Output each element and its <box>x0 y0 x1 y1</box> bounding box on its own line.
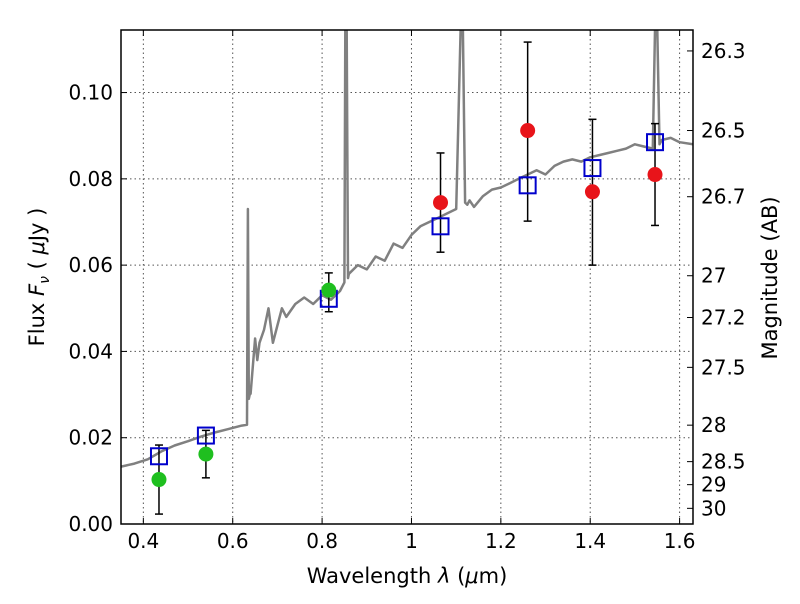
red-detection-point <box>520 123 536 139</box>
magnitude-tick-label: 26.7 <box>701 185 746 209</box>
x-tick-label: 1 <box>405 529 418 553</box>
y-tick-label: 0.00 <box>68 512 113 536</box>
green-detection-point <box>151 472 167 488</box>
magnitude-tick-label: 30 <box>701 496 726 520</box>
y-tick-label: 0.02 <box>68 426 113 450</box>
model-square-marker <box>196 426 215 445</box>
y-tick-label: 0.08 <box>68 167 113 191</box>
model-square-marker <box>149 447 168 466</box>
spectrum-line <box>121 30 693 468</box>
red-detection-point <box>433 195 449 211</box>
x-axis-label: Wavelength λ (μm) <box>307 564 508 588</box>
y-axis-label: Flux Fν ( μJy ) <box>25 208 53 347</box>
x-tick-label: 0.6 <box>217 529 249 553</box>
magnitude-tick-label: 29 <box>701 473 726 497</box>
red-detection-point <box>647 167 663 183</box>
data-layer <box>121 30 693 515</box>
y-tick-label: 0.04 <box>68 339 113 363</box>
red-detection-point <box>584 184 600 200</box>
model-square-marker <box>583 159 602 178</box>
model-square-marker <box>518 176 537 195</box>
ticks: 0.4 0.6 0.8 1 1.2 1.4 1.6 0.00 0.02 0.04 0.06 0.08 0… <box>68 30 746 553</box>
plot-frame <box>120 29 694 525</box>
magnitude-tick-label: 27.2 <box>701 305 746 329</box>
magnitude-tick-label: 28.5 <box>701 450 746 474</box>
x-tick-label: 1.2 <box>485 529 517 553</box>
magnitude-tick-label: 27.5 <box>701 355 746 379</box>
y-tick-label: 0.06 <box>68 253 113 277</box>
magnitude-tick-label: 27 <box>701 264 726 288</box>
y-tick-label: 0.10 <box>68 81 113 105</box>
x-tick-label: 0.8 <box>306 529 338 553</box>
x-tick-label: 0.4 <box>127 529 159 553</box>
magnitude-tick-label: 28 <box>701 413 726 437</box>
green-detection-point <box>321 282 337 298</box>
model-square-marker <box>431 217 450 236</box>
magnitude-tick-label: 26.5 <box>701 119 746 143</box>
magnitude-tick-label: 26.3 <box>701 39 746 63</box>
model-square-marker <box>646 133 665 152</box>
secondary-y-axis-label: Magnitude (AB) <box>758 196 782 359</box>
x-tick-label: 1.6 <box>664 529 696 553</box>
x-tick-label: 1.4 <box>574 529 606 553</box>
green-detection-point <box>198 446 214 462</box>
